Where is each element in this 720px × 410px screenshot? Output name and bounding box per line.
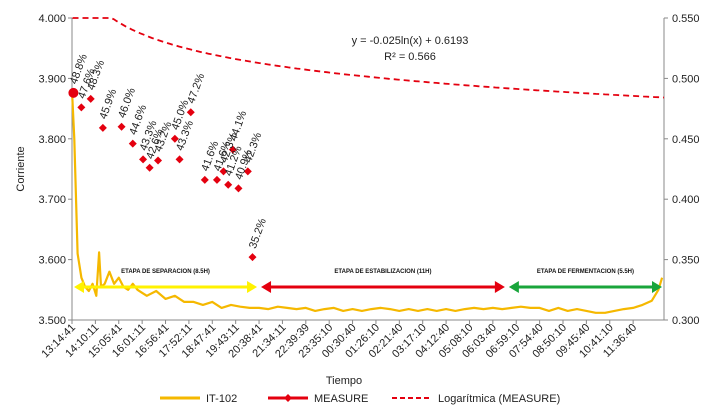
measure-point [146,164,154,172]
legend-marker-measure [284,394,292,402]
measure-data-label: 35.2% [247,217,269,251]
legend-label-it-102: IT-102 [206,393,237,405]
stage-label: ETAPA DE FERMENTACION (5.5H) [537,269,634,275]
trend-equation: y = -0.025ln(x) + 0.6193 [352,35,469,47]
y-left-tick-label: 4.000 [38,13,66,25]
measure-data-label: 42.3% [242,131,264,165]
y-axis-title: Corriente [15,146,27,191]
measure-point [77,103,85,111]
stage-label: ETAPA DE ESTABILIZACION (11H) [334,269,431,275]
measure-point [234,184,242,192]
series-it-102 [72,91,662,313]
y-right-tick-label: 0.300 [672,315,700,327]
legend-label-trendline: Logarítmica (MEASURE) [438,393,560,405]
measure-data-label: 44.1% [227,109,249,143]
legend-label-measure: MEASURE [314,393,368,405]
annotations: ETAPA DE SEPARACION (8.5H) ETAPA DE ESTAB… [74,269,662,293]
stage-arrow-head-right [495,281,505,293]
legend: IT-102 MEASURE Logarítmica (MEASURE) [160,393,560,405]
labels: 48.8%47.6%48.3%45.9%46.0%44.6%43.3%42.6%… [68,35,468,250]
stage-label: ETAPA DE SEPARACION (8.5H) [121,269,210,275]
trendline-log-measure [73,18,665,98]
x-axis-title: Tiempo [326,375,362,387]
measure-point [118,123,126,131]
y-left-tick-label: 3.900 [38,73,66,85]
y-right-tick-label: 0.350 [672,255,700,267]
stage-arrow-head-left [509,281,519,293]
measure-point [224,181,232,189]
measure-point [99,124,107,132]
measure-point [176,155,184,163]
y-left-tick-label: 3.600 [38,255,66,267]
y-left-tick-label: 3.800 [38,134,66,146]
measure-point [201,176,209,184]
y-left-tick-label: 3.700 [38,194,66,206]
y-right-tick-label: 0.500 [672,73,700,85]
measure-data-label: 47.2% [185,72,207,106]
y-right-tick-label: 0.550 [672,13,700,25]
measure-point [248,253,256,261]
y-right-tick-label: 0.400 [672,194,700,206]
measure-point [213,176,221,184]
trend-r2: R² = 0.566 [384,51,436,63]
stage-arrow-head-left [74,281,84,293]
stage-arrow-head-right [247,281,257,293]
y-left-tick-label: 3.500 [38,315,66,327]
stage-arrow-head-left [261,281,271,293]
y-right-tick-label: 0.450 [672,134,700,146]
measure-point [129,140,137,148]
axes: 3.500 3.600 3.700 3.800 3.900 4.000 0.300 0.350… [15,13,700,387]
